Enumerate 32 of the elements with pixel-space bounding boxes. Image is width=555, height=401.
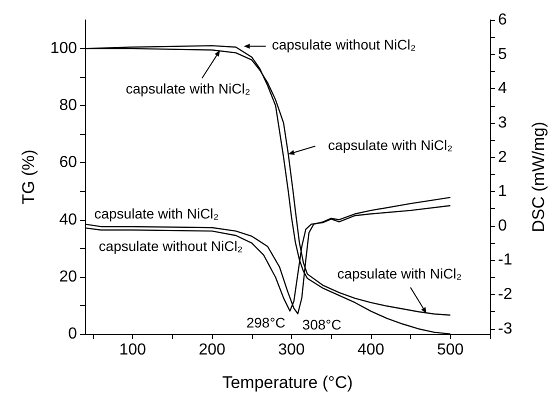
y-tick-label: 20 — [59, 268, 78, 286]
annotation: capsulate without NiCl₂ — [272, 36, 416, 52]
y-axis-title: TG (%) — [19, 150, 38, 204]
annotation: capsulate with NiCl₂ — [94, 206, 219, 222]
y2-tick-label: 4 — [498, 80, 507, 98]
x-axis-title: Temperature (°C) — [222, 373, 353, 392]
y-tick-label: 80 — [59, 97, 78, 114]
annotation: capsulate with NiCl₂ — [126, 80, 250, 96]
annotation: capsulate with NiCl₂ — [337, 265, 462, 282]
annotation: capsulate with NiCl₂ — [328, 137, 453, 154]
y2-tick-label: 2 — [498, 148, 507, 166]
x-tick-label: 300 — [278, 342, 305, 358]
x-tick-label: 200 — [198, 342, 226, 358]
y2-axis-title: DSC (mW/mg) — [529, 122, 548, 232]
y-tick-label: 40 — [59, 211, 78, 228]
y2-tick-label: -2 — [498, 286, 512, 304]
y-tick-label: 100 — [50, 40, 78, 58]
y2-tick-label: 6 — [498, 12, 507, 28]
x-tick-label: 500 — [436, 342, 464, 358]
y2-tick-label: 0 — [498, 217, 507, 234]
y2-tick-label: -1 — [498, 252, 512, 269]
y-tick-label: 0 — [68, 326, 78, 342]
y2-tick-label: 1 — [498, 183, 507, 200]
annotation: 298°C — [246, 314, 286, 331]
y-tick-label: 60 — [59, 154, 78, 172]
annotation: capsulate without NiCl₂ — [98, 238, 243, 254]
annotation: 308°C — [302, 316, 342, 333]
x-tick-label: 400 — [358, 342, 384, 358]
y2-tick-label: 3 — [498, 114, 507, 132]
x-tick-label: 100 — [119, 342, 146, 358]
y2-tick-label: -3 — [498, 320, 512, 338]
y2-tick-label: 5 — [498, 46, 507, 63]
